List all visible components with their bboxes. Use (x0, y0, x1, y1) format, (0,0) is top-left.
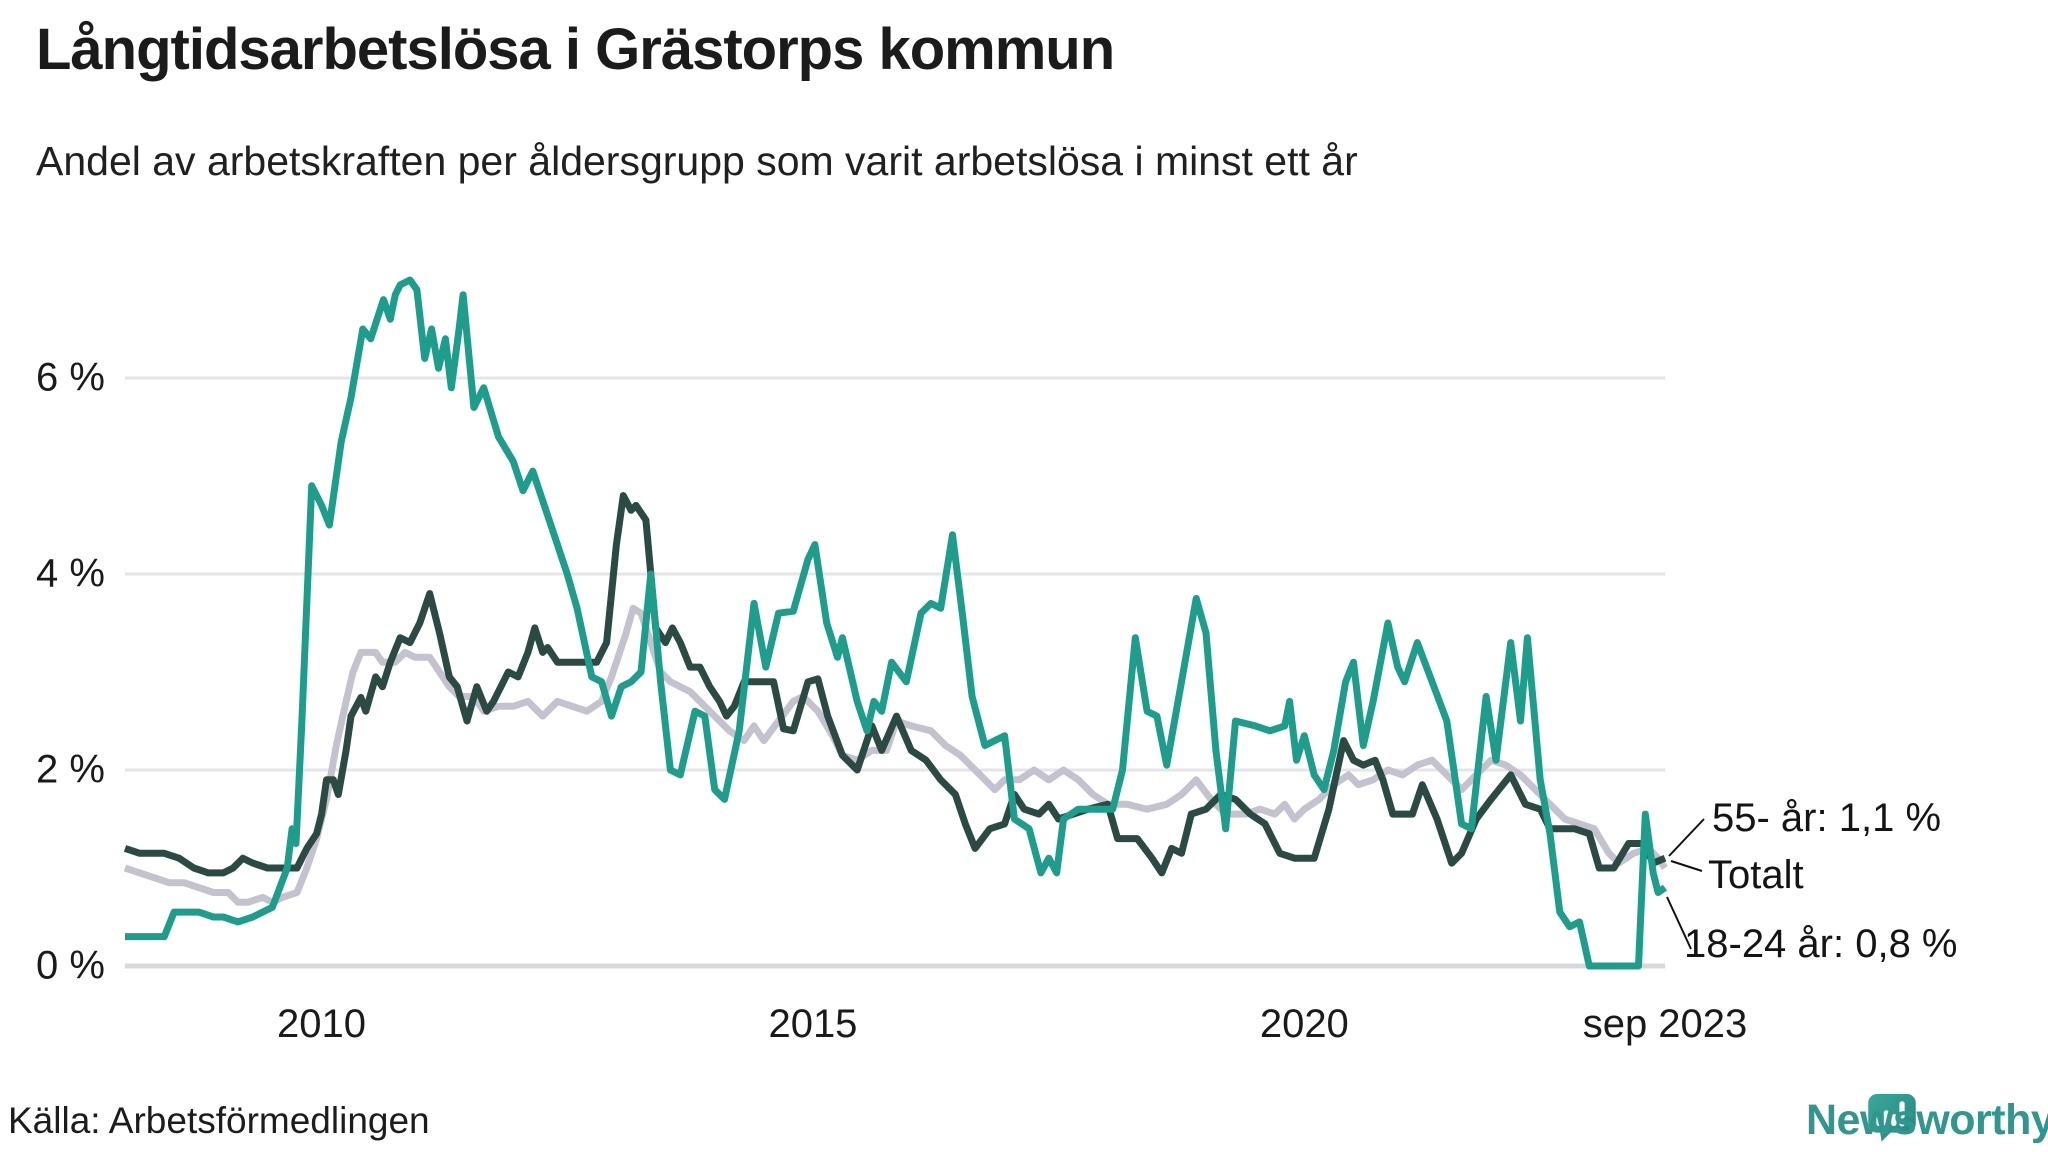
newsworthy-logo-icon (1868, 1094, 1916, 1142)
series-line-18-24-r (125, 276, 1668, 970)
y-tick-label-0: 0 % (36, 943, 105, 988)
source-attribution: Källa: Arbetsförmedlingen (8, 1100, 430, 1141)
annotation-connector-lines (1666, 818, 1705, 950)
y-tick-label-4: 4 % (36, 551, 105, 596)
x-tick-label-2015: 2015 (768, 1002, 858, 1046)
connector-1824-line (1666, 896, 1692, 950)
connector-55-line (1668, 818, 1705, 857)
series-lines (123, 276, 1668, 970)
end-label-55-ar: 55- år: 1,1 % (1712, 796, 1942, 840)
page-title: Långtidsarbetslösa i Grästorps kommun (36, 17, 1115, 82)
y-tick-label-2: 2 % (36, 747, 105, 792)
page-subtitle: Andel av arbetskraften per åldersgrupp s… (36, 138, 1358, 184)
series-line-55-r (123, 492, 1667, 877)
x-tick-label-2010: 2010 (277, 1002, 367, 1046)
y-tick-label-6: 6 % (36, 355, 105, 400)
bar-chart-glyph (1876, 1101, 1905, 1127)
end-label-totalt: Totalt (1708, 853, 1804, 897)
x-tick-label-2020: 2020 (1259, 1002, 1349, 1046)
x-tick-label-sep-2023: sep 2023 (1582, 1002, 1748, 1046)
series-line-totalt (123, 604, 1668, 906)
connector-totalt-line (1670, 860, 1703, 872)
newsworthy-wordmark: Newsworthy (1806, 1096, 2048, 1144)
end-label-18-24-ar: 18-24 år: 0,8 % (1684, 922, 1958, 966)
